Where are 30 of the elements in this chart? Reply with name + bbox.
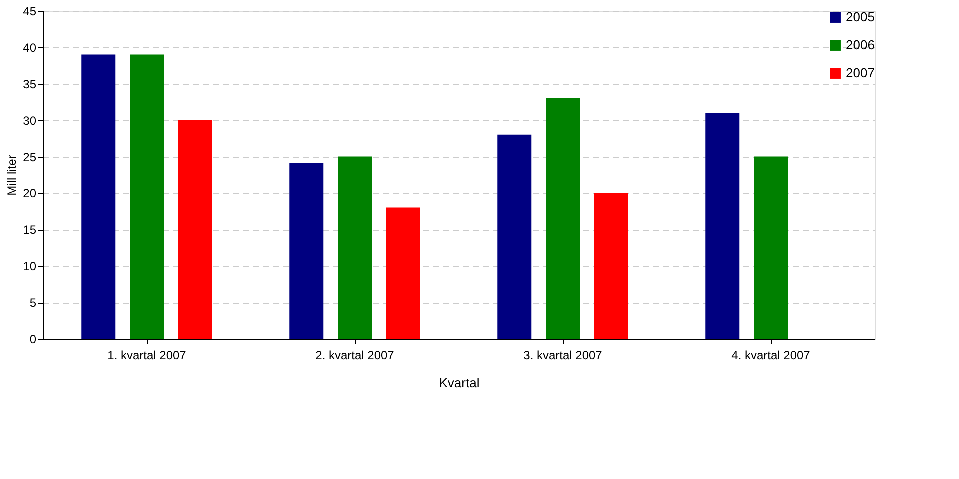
x-tick-label: 2. kvartal 2007: [316, 348, 395, 362]
legend-label: 2007: [846, 66, 875, 80]
legend-label: 2006: [846, 38, 875, 52]
legend-label: 2005: [846, 10, 875, 24]
y-tick-label: 25: [23, 150, 37, 164]
bar: [706, 113, 740, 339]
y-tick-label: 10: [23, 260, 37, 274]
x-tick-label: 4. kvartal 2007: [732, 348, 811, 362]
bar: [178, 120, 212, 339]
y-tick-label: 40: [23, 40, 37, 55]
y-tick-label: 30: [23, 114, 37, 128]
bar: [498, 134, 532, 339]
bar: [82, 54, 116, 339]
x-tick-label: 3. kvartal 2007: [524, 348, 603, 362]
y-tick-label: 0: [30, 332, 37, 346]
y-tick-label: 35: [23, 77, 37, 92]
bar: [386, 208, 420, 339]
bar: [338, 156, 372, 339]
y-tick-label: 5: [30, 296, 37, 310]
bar: [546, 98, 580, 339]
y-tick-label: 15: [23, 223, 37, 238]
y-axis-title: Mill liter: [5, 155, 20, 196]
bar: [754, 156, 788, 339]
x-axis-title: Kvartal: [439, 376, 480, 390]
bar: [594, 193, 628, 339]
x-tick-label: 1. kvartal 2007: [108, 348, 187, 362]
bar: [290, 163, 324, 339]
y-tick-label: 20: [23, 186, 37, 201]
bar: [130, 54, 164, 339]
y-tick-label: 45: [23, 4, 37, 18]
